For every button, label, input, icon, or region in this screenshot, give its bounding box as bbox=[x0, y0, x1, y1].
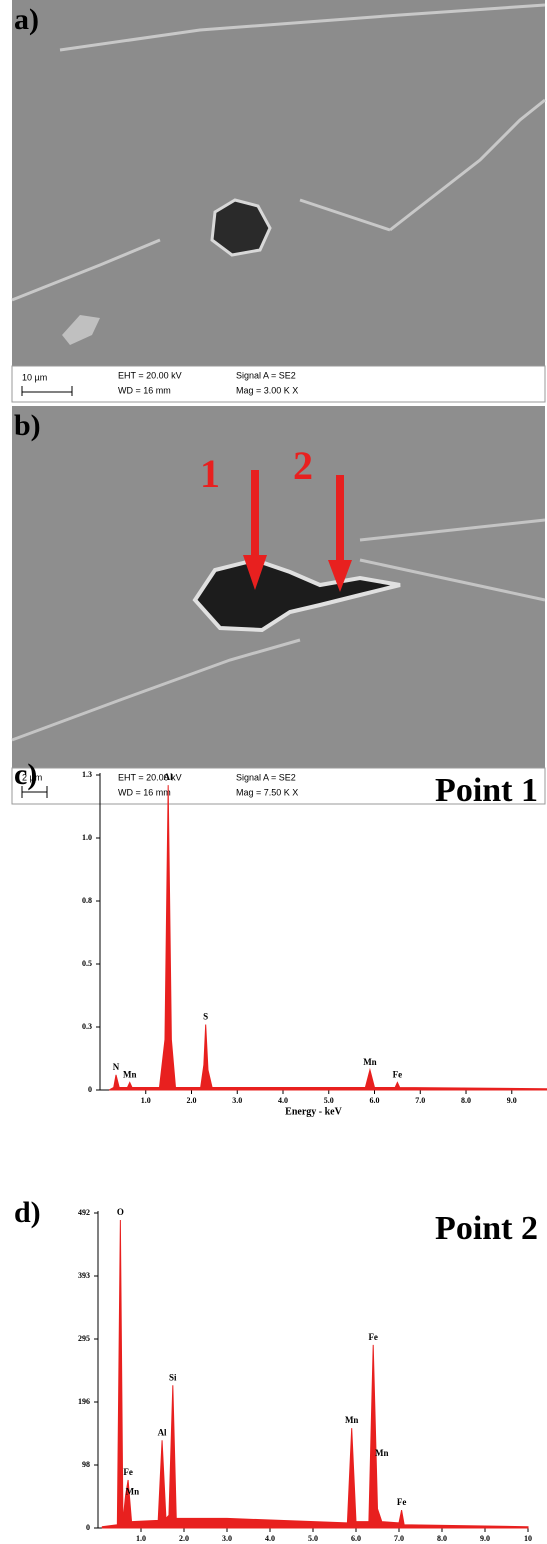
eht: EHT = 20.00 kV bbox=[118, 772, 182, 782]
spectrum bbox=[108, 785, 547, 1091]
x-tick-label: 1.0 bbox=[141, 1096, 151, 1105]
y-tick-label: 295 bbox=[78, 1334, 90, 1343]
y-tick-label: 1.3 bbox=[82, 770, 92, 779]
peak-label: Mn bbox=[345, 1415, 359, 1425]
spectrum bbox=[101, 1220, 529, 1529]
peak-label: Fe bbox=[123, 1467, 133, 1477]
panel-label: b) bbox=[14, 409, 41, 442]
y-tick-label: 393 bbox=[78, 1271, 90, 1280]
y-tick-label: 492 bbox=[78, 1208, 90, 1217]
scale-text: 10 µm bbox=[22, 372, 47, 382]
point-marker: 1 bbox=[200, 451, 220, 496]
peak-label: Mn bbox=[123, 1070, 137, 1080]
x-tick-label: 6.0 bbox=[370, 1096, 380, 1105]
peak-label: Fe bbox=[397, 1497, 407, 1507]
y-tick-label: 1.0 bbox=[82, 833, 92, 842]
y-tick-label: 0.5 bbox=[82, 959, 92, 968]
x-tick-label: 3.0 bbox=[222, 1534, 232, 1543]
peak-label: N bbox=[113, 1062, 120, 1072]
peak-label: Fe bbox=[393, 1070, 403, 1080]
panel-label: a) bbox=[14, 3, 39, 36]
peak-label: Al bbox=[158, 1427, 167, 1437]
x-tick-label: 8.0 bbox=[437, 1534, 447, 1543]
peak-label: Al bbox=[164, 772, 173, 782]
mag: Mag = 7.50 K X bbox=[236, 787, 298, 797]
x-tick-label: 4.0 bbox=[278, 1096, 288, 1105]
x-tick-label: 4.0 bbox=[265, 1534, 275, 1543]
wd: WD = 16 mm bbox=[118, 385, 171, 395]
inclusion bbox=[210, 198, 272, 257]
x-tick-label: 7.0 bbox=[394, 1534, 404, 1543]
scale-text: 2 µm bbox=[22, 772, 42, 782]
x-tick-label: 7.0 bbox=[415, 1096, 425, 1105]
point-marker: 2 bbox=[293, 443, 313, 488]
x-tick-label: 5.0 bbox=[324, 1096, 334, 1105]
x-tick-label: 5.0 bbox=[308, 1534, 318, 1543]
x-tick-label: 10 bbox=[524, 1534, 532, 1543]
wd: WD = 16 mm bbox=[118, 787, 171, 797]
sem-image bbox=[12, 0, 545, 366]
grain-boundary bbox=[11, 3, 546, 302]
mag: Mag = 3.00 K X bbox=[236, 385, 298, 395]
y-tick-label: 0 bbox=[86, 1523, 90, 1532]
x-tick-label: 6.0 bbox=[351, 1534, 361, 1543]
peak-label: Mn bbox=[126, 1486, 140, 1496]
y-tick-label: 0.8 bbox=[82, 896, 92, 905]
x-tick-label: 2.0 bbox=[179, 1534, 189, 1543]
peak-label: Fe bbox=[368, 1332, 378, 1342]
info-bar bbox=[11, 767, 546, 805]
chart-title: Point 1 bbox=[435, 772, 538, 809]
peak-label: Mn bbox=[375, 1448, 389, 1458]
y-tick-label: 196 bbox=[78, 1397, 90, 1406]
x-tick-label: 9.0 bbox=[507, 1096, 517, 1105]
x-tick-label: 3.0 bbox=[232, 1096, 242, 1105]
peak-label: O bbox=[117, 1207, 124, 1217]
signal: Signal A = SE2 bbox=[236, 370, 296, 380]
peak-label: Si bbox=[169, 1372, 177, 1382]
x-tick-label: 1.0 bbox=[136, 1534, 146, 1543]
x-tick-label: 8.0 bbox=[461, 1096, 471, 1105]
x-axis-label: Energy - keV bbox=[285, 1106, 342, 1117]
peak-label: Mn bbox=[363, 1057, 377, 1067]
panel-label: c) bbox=[14, 758, 37, 791]
y-tick-label: 0 bbox=[88, 1085, 92, 1094]
signal: Signal A = SE2 bbox=[236, 772, 296, 782]
chart-title: Point 2 bbox=[435, 1210, 538, 1247]
eht: EHT = 20.00 kV bbox=[118, 370, 182, 380]
x-tick-label: 2.0 bbox=[187, 1096, 197, 1105]
grain-boundary bbox=[11, 518, 546, 742]
y-tick-label: 98 bbox=[82, 1460, 90, 1469]
panel-label: d) bbox=[14, 1196, 41, 1229]
peak-label: S bbox=[203, 1012, 208, 1022]
y-tick-label: 0.3 bbox=[82, 1022, 92, 1031]
x-tick-label: 9.0 bbox=[480, 1534, 490, 1543]
particle bbox=[62, 315, 100, 345]
info-bar bbox=[11, 365, 546, 403]
